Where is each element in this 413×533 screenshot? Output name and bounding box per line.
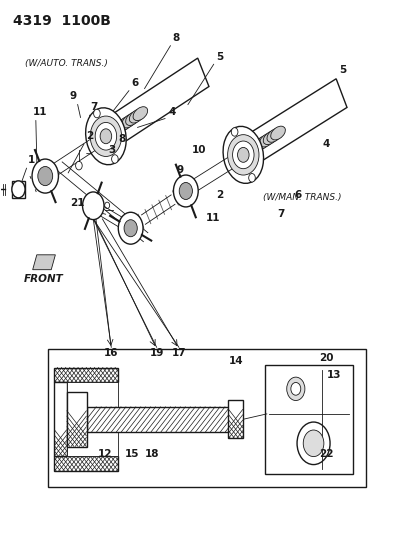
Circle shape	[38, 166, 52, 185]
Circle shape	[76, 161, 82, 170]
Ellipse shape	[223, 126, 263, 183]
Text: 8: 8	[172, 33, 179, 43]
Ellipse shape	[122, 114, 136, 128]
Circle shape	[90, 116, 121, 157]
Ellipse shape	[126, 111, 140, 125]
Bar	[86, 407, 235, 432]
Bar	[264, 365, 353, 474]
Text: 7: 7	[277, 209, 284, 220]
Text: 2: 2	[85, 131, 93, 141]
Ellipse shape	[129, 109, 144, 123]
Text: 18: 18	[145, 449, 159, 458]
Bar	[54, 382, 66, 456]
Ellipse shape	[118, 116, 133, 130]
Text: 4: 4	[168, 107, 175, 117]
Text: 17: 17	[171, 348, 186, 358]
Circle shape	[173, 175, 198, 207]
Polygon shape	[100, 58, 209, 150]
Text: 7: 7	[90, 102, 97, 112]
Text: FRONT: FRONT	[24, 274, 64, 285]
Polygon shape	[237, 79, 346, 169]
Bar	[12, 181, 25, 198]
Ellipse shape	[263, 131, 277, 144]
Text: 21: 21	[70, 198, 84, 208]
Circle shape	[227, 135, 259, 175]
Ellipse shape	[111, 122, 125, 135]
Circle shape	[248, 174, 255, 182]
Ellipse shape	[248, 140, 262, 154]
Circle shape	[232, 141, 254, 168]
Text: 22: 22	[319, 449, 333, 458]
Ellipse shape	[255, 135, 270, 149]
Text: 4319  1100B: 4319 1100B	[13, 14, 111, 28]
Bar	[66, 382, 118, 456]
Polygon shape	[33, 255, 55, 270]
Circle shape	[231, 128, 237, 136]
Text: 14: 14	[228, 356, 242, 366]
Circle shape	[95, 123, 116, 150]
Circle shape	[179, 182, 192, 199]
Ellipse shape	[85, 108, 126, 165]
Text: (W/AUTO. TRANS.): (W/AUTO. TRANS.)	[25, 59, 108, 68]
Circle shape	[32, 159, 58, 193]
Text: (W/MAN. TRANS.): (W/MAN. TRANS.)	[262, 193, 340, 202]
Text: 3: 3	[108, 144, 116, 155]
Text: 9: 9	[176, 165, 183, 175]
Ellipse shape	[266, 128, 281, 142]
Text: 12: 12	[97, 449, 112, 458]
Text: 16: 16	[104, 348, 118, 358]
Ellipse shape	[133, 107, 147, 120]
Text: 10: 10	[191, 144, 206, 155]
Bar	[66, 392, 86, 447]
Circle shape	[237, 148, 249, 163]
Bar	[48, 349, 365, 487]
Circle shape	[93, 109, 100, 118]
Circle shape	[82, 192, 104, 220]
Circle shape	[286, 377, 304, 400]
Text: 11: 11	[33, 107, 47, 117]
Text: 20: 20	[319, 353, 333, 363]
Circle shape	[118, 212, 143, 244]
Circle shape	[112, 155, 118, 163]
Text: 9: 9	[69, 91, 76, 101]
Circle shape	[124, 220, 137, 237]
Ellipse shape	[270, 126, 285, 140]
Circle shape	[290, 383, 300, 395]
Text: 11: 11	[205, 213, 220, 223]
Text: 4: 4	[322, 139, 330, 149]
Ellipse shape	[114, 119, 129, 133]
Text: 1: 1	[28, 155, 35, 165]
Circle shape	[297, 422, 329, 465]
Ellipse shape	[259, 133, 273, 147]
Text: 2: 2	[215, 190, 223, 200]
Text: 8: 8	[119, 134, 126, 144]
Text: 6: 6	[131, 78, 138, 88]
Circle shape	[302, 430, 323, 457]
Bar	[54, 368, 118, 382]
Ellipse shape	[252, 138, 266, 152]
Text: 6: 6	[294, 190, 301, 200]
Text: 5: 5	[339, 65, 346, 75]
Circle shape	[12, 181, 25, 198]
Bar	[54, 456, 118, 471]
Text: 13: 13	[326, 370, 340, 381]
Bar	[228, 400, 242, 439]
Text: 5: 5	[215, 52, 223, 61]
Text: 19: 19	[149, 348, 164, 358]
Text: 15: 15	[124, 449, 139, 458]
Circle shape	[100, 129, 112, 144]
